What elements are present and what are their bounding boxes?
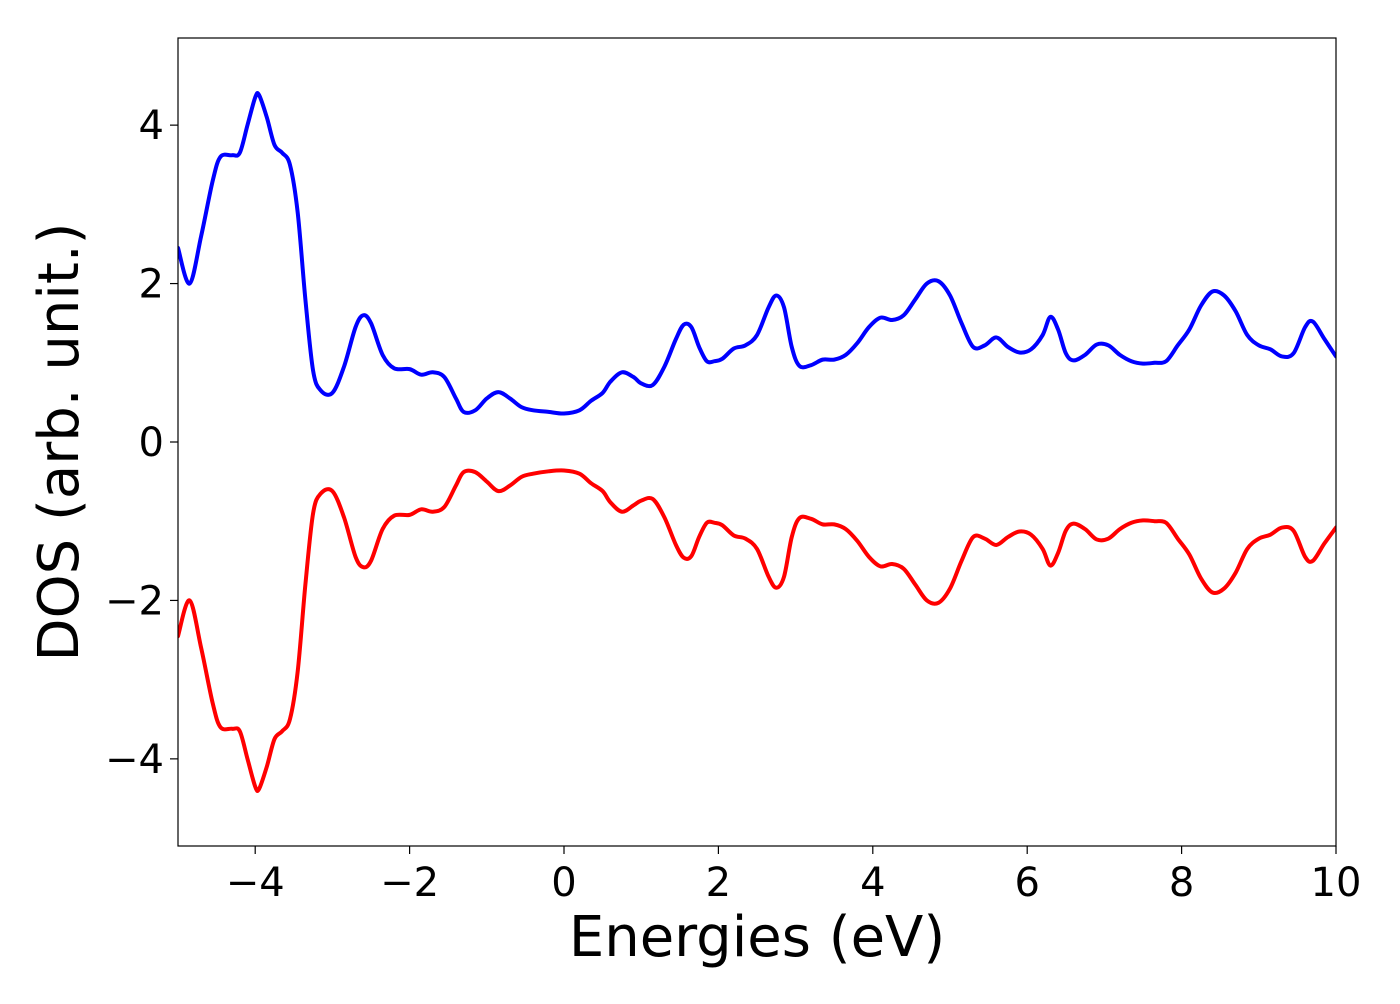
y-tick-label: 2 bbox=[139, 262, 164, 308]
y-axis-label: DOS (arb. unit.) bbox=[27, 222, 92, 661]
x-tick-label: 6 bbox=[1014, 860, 1039, 906]
x-tick-label: −4 bbox=[226, 860, 285, 906]
x-tick-label: −2 bbox=[380, 860, 439, 906]
x-tick-label: 10 bbox=[1311, 860, 1362, 906]
y-tick-label: 4 bbox=[139, 103, 164, 149]
x-tick-label: 0 bbox=[551, 860, 576, 906]
tick-layer: −4 −2 0 2 4 6 8 10 −4 −2 0 2 4 bbox=[105, 103, 1361, 906]
series-layer bbox=[178, 91, 1336, 793]
y-tick-label: −2 bbox=[105, 578, 164, 624]
x-tick-label: 4 bbox=[860, 860, 885, 906]
y-tick-label: 0 bbox=[139, 420, 164, 466]
dos-curve-negative bbox=[178, 468, 1336, 793]
x-tick-label: 2 bbox=[706, 860, 731, 906]
y-tick-label: −4 bbox=[105, 737, 164, 783]
x-axis-label: Energies (eV) bbox=[569, 905, 945, 970]
x-tick-label: 8 bbox=[1169, 860, 1194, 906]
dos-curve-positive bbox=[178, 91, 1336, 416]
